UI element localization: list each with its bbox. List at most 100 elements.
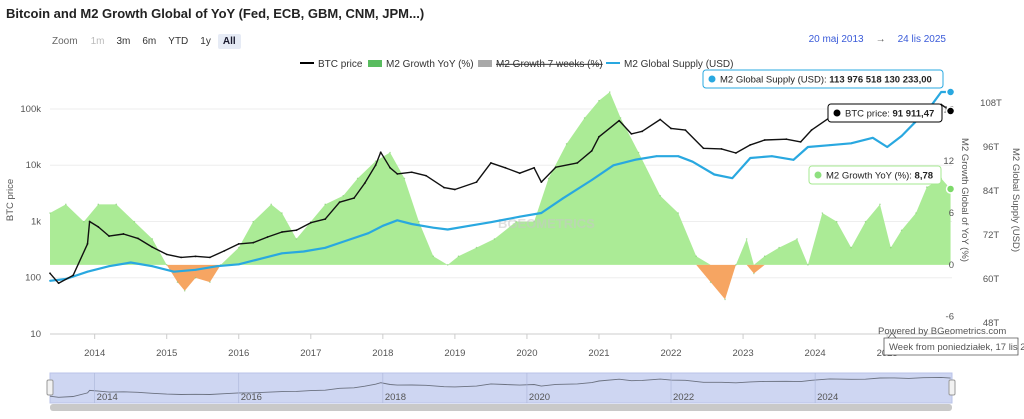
- growth-point: [493, 238, 496, 240]
- btc-price-point: [453, 188, 456, 191]
- growth-point: [821, 212, 824, 214]
- zoom-ytd-button[interactable]: YTD: [168, 36, 189, 47]
- growth-point: [342, 194, 345, 197]
- date-range: 20 maj 2013 → 24 lis 2025: [803, 34, 952, 45]
- btc-price-point: [266, 236, 269, 238]
- m2-supply-point: [749, 157, 752, 159]
- m2-supply-point: [468, 224, 471, 227]
- x-tick-label: 2021: [588, 348, 609, 359]
- m2-supply-point: [562, 197, 564, 200]
- navigator[interactable]: 2014 2016 2018 2020 2022 2024: [46, 372, 956, 411]
- navigator-scrollbar[interactable]: [50, 404, 952, 411]
- btc-tooltip-label: BTC price:: [845, 109, 893, 120]
- zoom-1y-button[interactable]: 1y: [200, 36, 211, 47]
- date-range-from[interactable]: 20 maj 2013: [808, 34, 864, 45]
- m2-supply-point: [871, 136, 874, 139]
- btc-price-point: [72, 274, 74, 277]
- growth-hover-marker: [945, 184, 956, 194]
- btc-price-point: [86, 242, 89, 245]
- btc-price-point: [396, 173, 399, 175]
- btc-price-point: [122, 233, 125, 235]
- m2-supply-point: [677, 155, 680, 158]
- week-tooltip: Week from poniedziałek, 17 lis 2025: [883, 332, 1024, 356]
- growth-point: [97, 203, 100, 206]
- x-tick-label: 2014: [84, 348, 105, 359]
- m2-supply-point: [792, 158, 795, 161]
- btc-price-point: [151, 246, 154, 249]
- navigator-right-handle[interactable]: [948, 379, 956, 396]
- zoom-3m-button[interactable]: 3m: [116, 36, 131, 47]
- growth-point: [446, 264, 449, 266]
- btc-price-series: [49, 103, 952, 285]
- growth-point: [252, 220, 254, 223]
- m2-growth-tooltip-text: M2 Growth YoY (%): 8,78: [826, 171, 933, 182]
- m2-growth-series: [49, 91, 952, 301]
- navigator-year-label: 2014: [97, 392, 118, 403]
- zoom-6m-button[interactable]: 6m: [142, 36, 157, 47]
- growth-point: [237, 246, 240, 249]
- m2-supply-point: [490, 221, 492, 224]
- zoom-bar: Zoom 1m 3m 6m YTD 1y All: [52, 34, 241, 49]
- m2-supply-point: [691, 160, 694, 163]
- growth-point: [475, 246, 478, 249]
- growth-point: [778, 246, 780, 249]
- btc-tick-label: 100: [25, 273, 41, 284]
- growth-tick-label: 6: [949, 208, 954, 219]
- btc-price-point: [749, 143, 752, 146]
- growth-point: [889, 246, 892, 249]
- growth-point: [83, 220, 85, 223]
- m2-supply-point: [86, 270, 89, 273]
- m2-supply-point: [324, 246, 327, 249]
- growth-point: [418, 220, 420, 223]
- m2-supply-point: [259, 257, 262, 260]
- legend-item-m2-growth-7-weeks[interactable]: M2 Growth 7 weeks (%): [478, 59, 603, 70]
- growth-point: [324, 203, 327, 206]
- btc-price-point: [734, 152, 737, 154]
- btc-price-point: [425, 174, 427, 177]
- growth-point: [457, 255, 460, 258]
- btc-price-point: [374, 164, 377, 167]
- btc-price-point: [108, 235, 110, 237]
- growth-point: [583, 117, 586, 119]
- growth-positive-area: [50, 92, 951, 265]
- growth-point: [515, 220, 517, 223]
- growth-point: [745, 238, 748, 240]
- btc-price-point: [810, 129, 813, 132]
- legend-item-m2-growth-yoy[interactable]: M2 Growth YoY (%): [368, 59, 474, 70]
- zoom-label: Zoom: [52, 36, 78, 47]
- x-tick-label: 2020: [516, 348, 537, 359]
- supply-tick-label: 84T: [983, 186, 1000, 197]
- btc-tick-label: 100k: [20, 104, 41, 115]
- growth-point: [695, 255, 698, 258]
- navigator-selection[interactable]: [49, 372, 953, 404]
- growth-point: [835, 220, 838, 223]
- supply-tick-label: 72T: [983, 230, 1000, 241]
- growth-point: [389, 151, 391, 154]
- m2-growth-tooltip-value: 8,78: [915, 171, 934, 182]
- btc-tick-label: 1k: [31, 216, 41, 227]
- navigator-year-label: 2024: [817, 392, 838, 403]
- growth-tick-label: 0: [949, 260, 954, 271]
- m2-supply-point: [612, 164, 615, 167]
- btc-price-point: [702, 147, 705, 150]
- btc-price-point: [475, 181, 478, 184]
- zoom-1m-button[interactable]: 1m: [90, 36, 105, 47]
- m2-supply-point: [850, 142, 853, 145]
- legend-item-btc-price[interactable]: BTC price: [300, 59, 363, 70]
- date-range-to[interactable]: 24 lis 2025: [897, 34, 946, 45]
- btc-price-point: [576, 161, 579, 164]
- m2-supply-point: [432, 226, 435, 229]
- growth-point: [194, 277, 197, 279]
- m2-supply-point: [886, 146, 889, 148]
- legend-item-m2-global-supply-usd[interactable]: M2 Global Supply (USD): [606, 59, 733, 70]
- m2-supply-point: [302, 250, 305, 253]
- btc-price-point: [223, 249, 226, 252]
- tooltips: M2 Global Supply (USD): 113 976 518 130 …: [702, 69, 1024, 356]
- btc-price-point: [684, 129, 687, 132]
- growth-point: [619, 117, 622, 119]
- m2-supply-point: [237, 263, 240, 266]
- growth-point: [403, 177, 406, 180]
- zoom-all-button[interactable]: All: [217, 34, 241, 49]
- btc-price-point: [379, 151, 382, 154]
- navigator-left-handle[interactable]: [46, 379, 54, 396]
